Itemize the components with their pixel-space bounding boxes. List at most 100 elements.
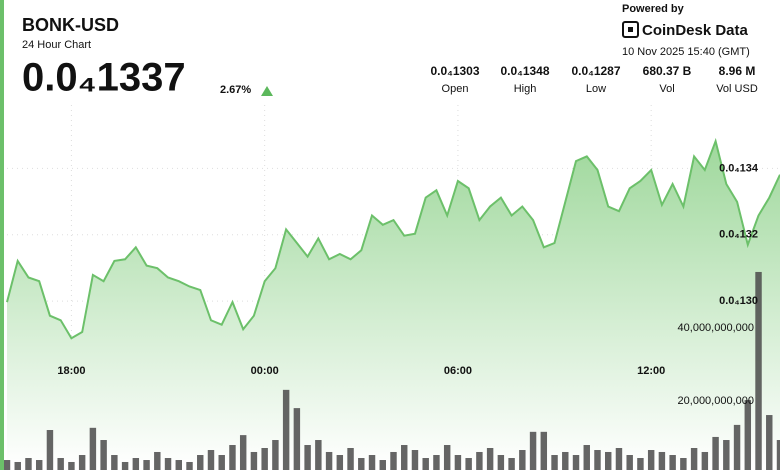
volume-bar bbox=[261, 448, 268, 470]
powered-by: Powered by bbox=[622, 3, 685, 15]
subtitle: 24 Hour Chart bbox=[22, 39, 91, 51]
volume-bar bbox=[164, 458, 172, 470]
y-tick-label: 0.0₄132 bbox=[719, 229, 758, 241]
volume-bar bbox=[175, 460, 182, 470]
volume-bar bbox=[701, 451, 709, 470]
volume-bar bbox=[465, 458, 472, 470]
stat-value: 8.96 M bbox=[719, 64, 756, 78]
stat-value: 0.0₄1287 bbox=[571, 64, 620, 78]
volume-bar bbox=[57, 458, 64, 470]
stat-label: Open bbox=[442, 83, 469, 95]
volume-bar bbox=[293, 408, 301, 470]
volume-bar bbox=[583, 445, 590, 470]
price: 0.0₄1337 bbox=[22, 56, 186, 100]
volume-bar bbox=[637, 458, 644, 470]
volume-bar bbox=[776, 440, 780, 470]
x-tick-label: 00:00 bbox=[251, 365, 279, 377]
x-tick-label: 06:00 bbox=[444, 365, 472, 377]
volume-bar bbox=[508, 458, 515, 470]
logo-icon bbox=[622, 21, 639, 38]
volume-bar bbox=[390, 451, 397, 470]
y-tick-label: 0.0₄130 bbox=[719, 295, 758, 307]
volume-bar bbox=[712, 436, 719, 470]
volume-bar bbox=[690, 448, 698, 470]
volume-bar bbox=[197, 455, 204, 470]
volume-bar bbox=[132, 458, 140, 470]
stat-value: 0.0₄1348 bbox=[500, 64, 549, 78]
volume-bar bbox=[669, 455, 676, 470]
volume-bar bbox=[315, 440, 322, 470]
volume-bar bbox=[218, 455, 225, 470]
stat-value: 680.37 B bbox=[643, 64, 692, 78]
accent-bar bbox=[0, 0, 4, 470]
stat-value: 0.0₄1303 bbox=[430, 64, 479, 78]
change: 2.67% bbox=[220, 84, 251, 96]
stat-label: Low bbox=[586, 83, 606, 95]
y-tick-label: 0.0₄134 bbox=[719, 162, 759, 174]
volume-bar bbox=[154, 451, 161, 470]
volume-bar bbox=[347, 448, 354, 470]
volume-bar bbox=[626, 455, 633, 470]
x-tick-label: 12:00 bbox=[637, 365, 665, 377]
timestamp: 10 Nov 2025 15:40 (GMT) bbox=[622, 46, 750, 58]
volume-bar bbox=[78, 455, 86, 470]
volume-bar bbox=[111, 455, 118, 470]
volume-bar bbox=[89, 427, 97, 470]
volume-bar bbox=[615, 448, 623, 470]
volume-bar bbox=[121, 461, 129, 470]
volume-bar bbox=[540, 431, 548, 470]
volume-bar bbox=[25, 458, 32, 470]
volume-bar bbox=[422, 458, 429, 470]
x-tick-label: 18:00 bbox=[57, 365, 85, 377]
stat-label: Vol bbox=[659, 83, 674, 95]
volume-bar bbox=[433, 455, 440, 470]
logo-icon-dot bbox=[628, 27, 633, 32]
volume-bar bbox=[658, 451, 666, 470]
volume-bar bbox=[368, 455, 376, 470]
volume-bar bbox=[207, 450, 215, 470]
volume-bar bbox=[733, 424, 741, 470]
price-line bbox=[6, 137, 780, 340]
title: BONK-USD bbox=[22, 15, 119, 35]
volume-bar bbox=[100, 440, 107, 470]
volume-bar bbox=[272, 440, 279, 470]
volume-bar bbox=[529, 431, 537, 470]
volume-bar bbox=[336, 455, 344, 470]
volume-bar bbox=[594, 450, 601, 470]
volume-bar bbox=[454, 455, 462, 470]
stats: 0.0₄1303 Open 0.0₄1348 High 0.0₄1287 Low 680.3… bbox=[430, 64, 757, 95]
volume-bar bbox=[379, 460, 386, 470]
volume-bar bbox=[551, 455, 558, 470]
volume-bar bbox=[46, 430, 54, 470]
price-area bbox=[7, 141, 780, 467]
volume-bar bbox=[401, 445, 408, 470]
volume-bar bbox=[755, 271, 762, 470]
volume-bar bbox=[14, 461, 21, 470]
volume-tick-label: 20,000,000,000 bbox=[678, 395, 754, 407]
volume-bar bbox=[325, 451, 333, 470]
volume-bar bbox=[486, 448, 494, 470]
volume-bar bbox=[605, 451, 612, 470]
stat-label: High bbox=[514, 83, 537, 95]
volume-bar bbox=[35, 460, 43, 470]
volume-bar bbox=[766, 415, 773, 470]
volume-bar bbox=[143, 460, 150, 470]
stat-label: Vol USD bbox=[716, 83, 758, 95]
volume-bar bbox=[186, 461, 193, 470]
volume-tick-label: 40,000,000,000 bbox=[678, 322, 754, 334]
volume-bar bbox=[647, 450, 655, 470]
volume-bar bbox=[476, 451, 483, 470]
volume-bar bbox=[723, 440, 730, 470]
up-arrow bbox=[261, 86, 273, 96]
volume-bar bbox=[562, 451, 569, 470]
volume-bar bbox=[282, 389, 290, 470]
plot: 18:00 00:00 06:00 12:00 20,000,000,000 40,000… bbox=[3, 105, 780, 470]
volume-bar bbox=[572, 455, 580, 470]
volume-bar bbox=[680, 458, 687, 470]
volume-bar bbox=[68, 461, 75, 470]
volume-bar bbox=[250, 451, 258, 470]
volume-bar bbox=[519, 450, 526, 470]
brand: CoinDesk Data bbox=[642, 22, 749, 39]
volume-bar bbox=[229, 445, 236, 470]
